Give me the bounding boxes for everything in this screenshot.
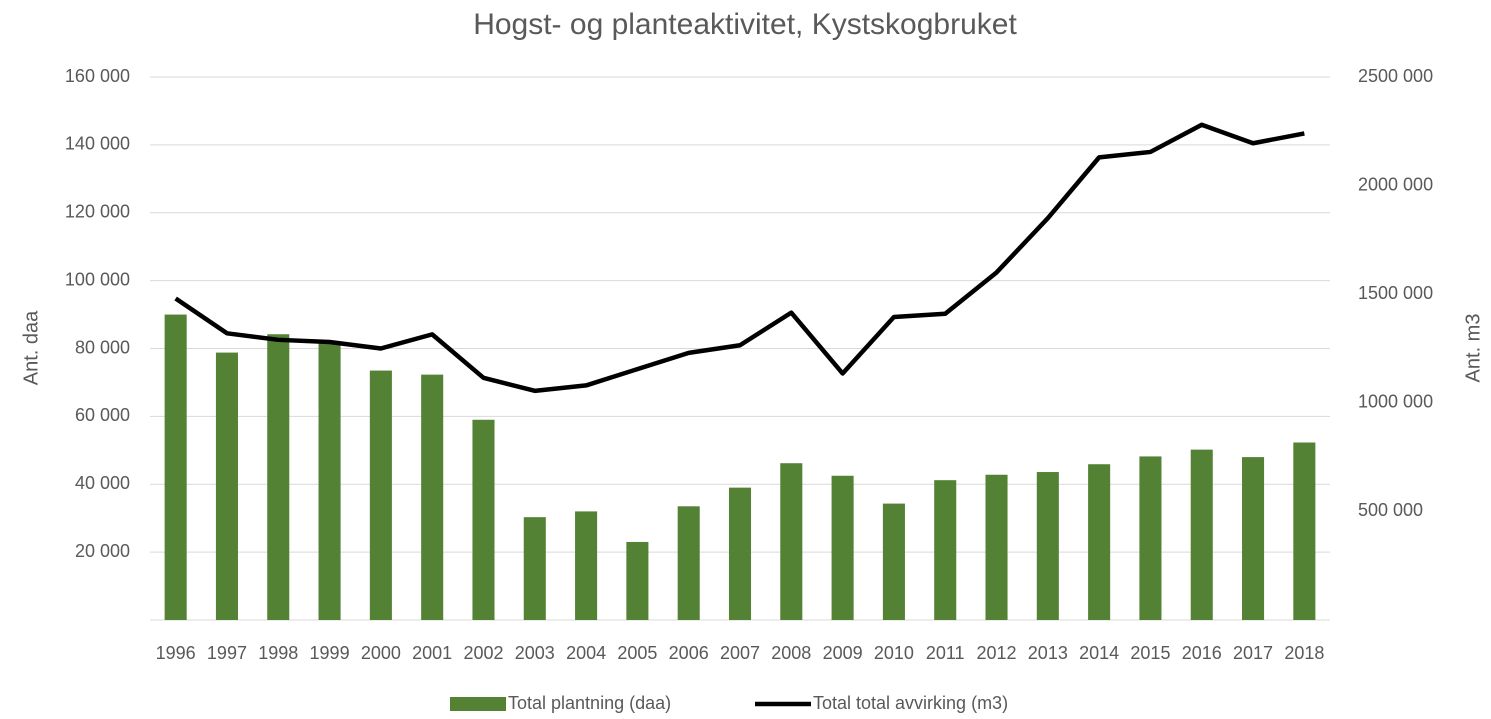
x-tick-label: 2002 [463,643,503,663]
bar [575,511,598,620]
y-tick-label: 40 000 [75,473,130,493]
bar [1036,472,1059,620]
bar [831,475,854,620]
bar [523,517,546,620]
bar [164,314,187,620]
bar [421,374,444,620]
bar [1190,449,1213,620]
y2-tick-label: 1000 000 [1358,392,1433,412]
x-tick-label: 2000 [361,643,401,663]
y-tick-label: 140 000 [65,134,130,154]
x-tick-label: 2014 [1079,643,1119,663]
bar [369,370,392,620]
x-tick-label: 2010 [874,643,914,663]
bar [318,341,341,620]
legend-label: Total total avvirking (m3) [813,693,1008,713]
y-tick-label: 100 000 [65,269,130,289]
bar [985,474,1008,620]
y2-axis-title: Ant. m3 [1462,314,1484,383]
x-tick-label: 2015 [1130,643,1170,663]
x-tick-label: 2008 [771,643,811,663]
legend-label: Total plantning (daa) [508,693,671,713]
x-tick-label: 2006 [669,643,709,663]
x-tick-label: 2013 [1028,643,1068,663]
x-tick-label: 2016 [1182,643,1222,663]
bar [267,334,290,620]
bar [677,506,700,620]
x-tick-label: 2005 [617,643,657,663]
y-tick-label: 120 000 [65,202,130,222]
y-axis-title: Ant. daa [20,310,42,385]
y-tick-label: 160 000 [65,66,130,86]
legend-swatch [450,697,506,711]
x-tick-label: 2011 [926,643,965,663]
line [174,122,1305,394]
y-tick-label: 60 000 [75,405,130,425]
x-tick-label: 1998 [258,643,298,663]
bar [780,463,803,620]
x-tick-label: 2004 [566,643,606,663]
x-tick-label: 2007 [720,643,760,663]
x-tick-label: 1996 [156,643,196,663]
bar [728,487,752,620]
bar [882,503,905,620]
bar [1293,442,1316,620]
y-tick-label: 20 000 [75,541,130,561]
bar [215,352,238,620]
x-tick-label: 2009 [823,643,863,663]
x-tick-label: 2017 [1233,643,1273,663]
y2-tick-label: 2500 000 [1358,66,1433,86]
y2-tick-label: 1500 000 [1358,283,1433,303]
bar [626,541,649,620]
x-tick-label: 1999 [310,643,350,663]
x-tick-label: 2001 [412,643,452,663]
bar [472,419,495,620]
y-tick-label: 80 000 [75,337,130,357]
bar [1088,464,1111,620]
x-tick-label: 2018 [1284,643,1324,663]
bar [1242,457,1265,620]
chart-title: Hogst- og planteaktivitet, Kystskogbruke… [473,8,1017,41]
y2-tick-label: 500 000 [1358,500,1423,520]
x-tick-label: 2003 [515,643,555,663]
bar [1139,456,1162,620]
x-tick-label: 2012 [976,643,1016,663]
y2-tick-label: 2000 000 [1358,174,1433,194]
bar [934,480,957,620]
x-tick-label: 1997 [207,643,247,663]
